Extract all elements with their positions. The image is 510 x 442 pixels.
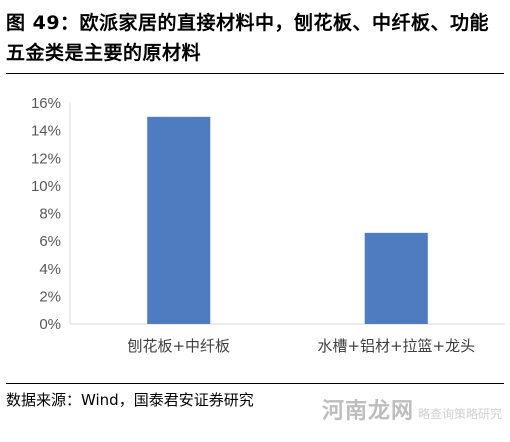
y-tick-label: 12% [31, 150, 61, 167]
x-category-label: 水槽+铝材+拉篮+龙头 [317, 337, 475, 355]
y-tick-label: 10% [31, 178, 61, 195]
watermark: 河南龙网 略查询策略研究 [322, 393, 502, 425]
source-rule [6, 383, 504, 384]
source-note: 数据来源：Wind，国泰君安证券研究 [6, 391, 254, 409]
figure-title: 图 49：欧派家居的直接材料中，刨花板、中纤板、功能五金类是主要的原材料 [6, 12, 490, 64]
bar [364, 232, 428, 324]
bar [147, 116, 211, 324]
x-category-label: 刨花板+中纤板 [127, 337, 230, 355]
title-rule [6, 73, 504, 74]
y-tick-label: 14% [31, 123, 61, 140]
y-tick-label: 8% [39, 206, 61, 223]
watermark-subtext: 略查询策略研究 [417, 407, 502, 421]
y-tick-label: 0% [39, 316, 61, 333]
y-tick-label: 2% [39, 288, 61, 305]
y-tick-label: 16% [31, 95, 61, 112]
y-tick-label: 6% [39, 233, 61, 250]
y-tick-label: 4% [39, 261, 61, 278]
watermark-logo-text: 河南龙网 [321, 399, 414, 424]
